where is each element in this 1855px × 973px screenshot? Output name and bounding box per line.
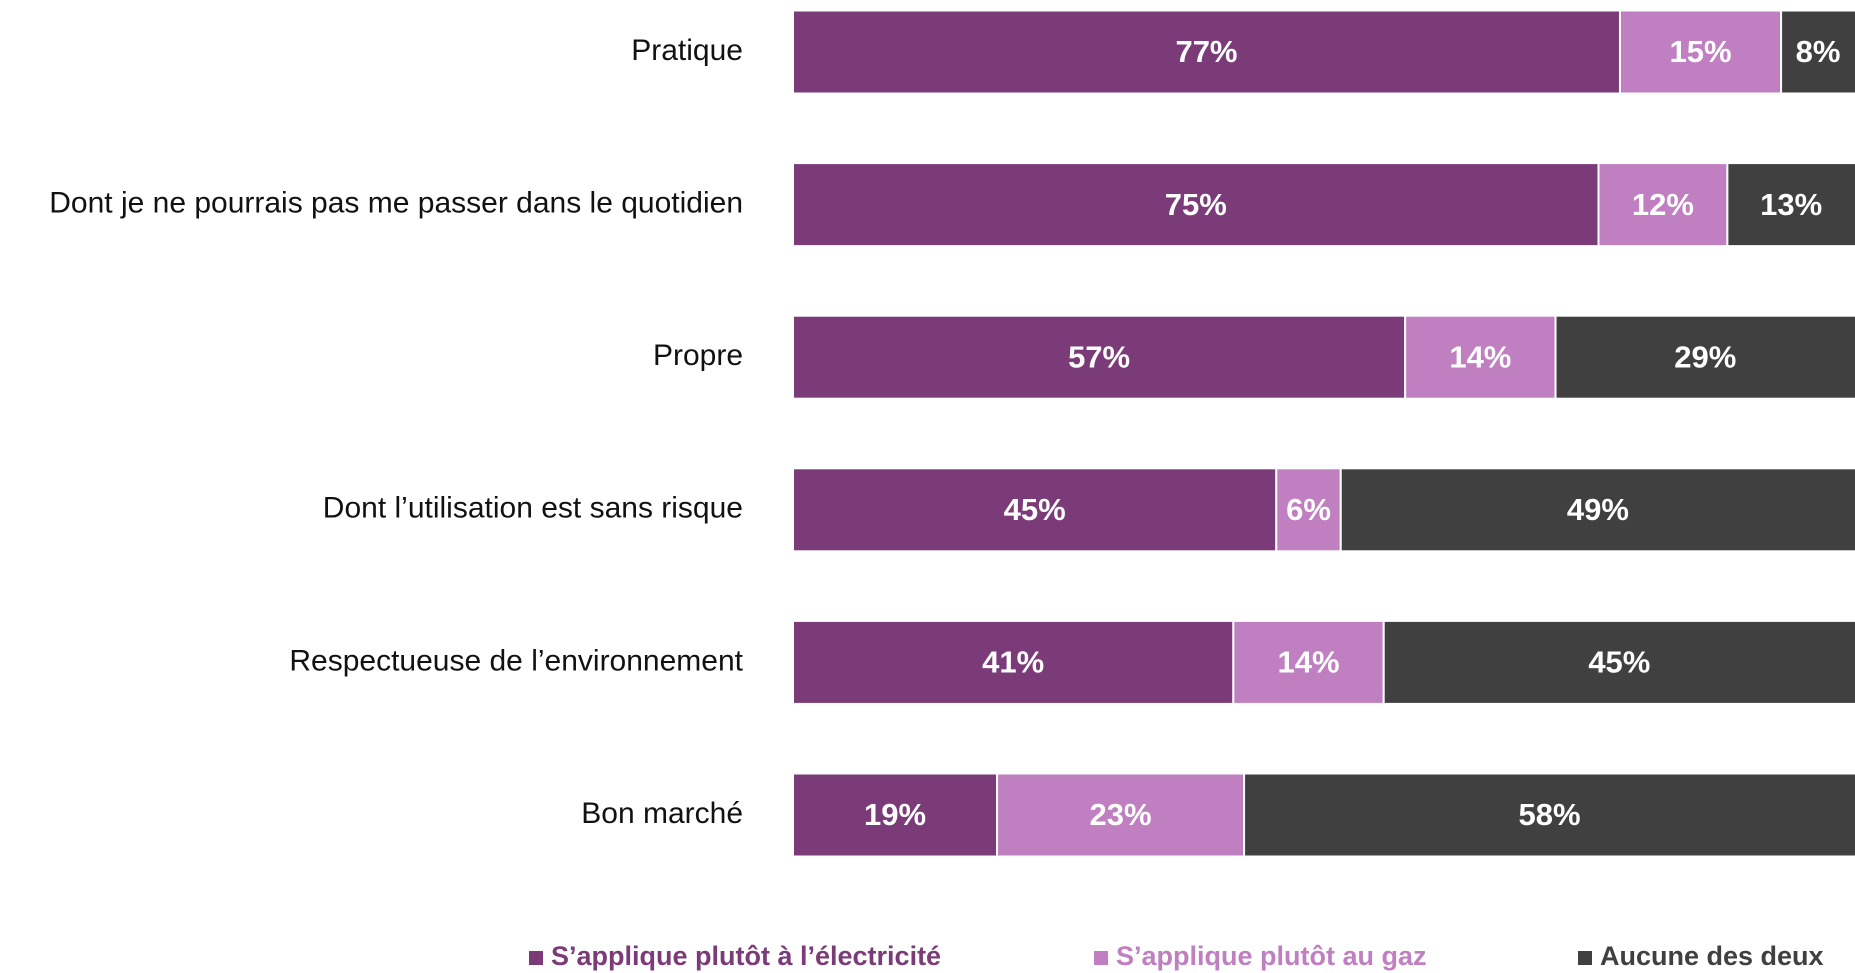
- category-label: Pratique: [631, 34, 743, 67]
- bar-segment: [1618, 9, 1783, 95]
- legend-swatch: [529, 951, 543, 965]
- value-label: 29%: [1674, 339, 1736, 374]
- legend-label: S’applique plutôt à l’électricité: [551, 941, 941, 971]
- bar-segment: [1382, 619, 1855, 705]
- value-label: 45%: [1588, 645, 1650, 680]
- value-label: 45%: [1004, 492, 1066, 527]
- bar-segment: [792, 162, 1600, 248]
- bar-segment: [1780, 9, 1855, 95]
- bar-segment: [792, 619, 1235, 705]
- bar-segment: [996, 772, 1246, 858]
- value-label: 41%: [982, 645, 1044, 680]
- bar-segment: [792, 467, 1278, 553]
- legend-label: S’applique plutôt au gaz: [1116, 941, 1427, 971]
- category-label: Bon marché: [581, 797, 743, 830]
- bar-segment: [1726, 162, 1855, 248]
- category-label: Dont je ne pourrais pas me passer dans l…: [49, 187, 743, 220]
- value-label: 12%: [1632, 187, 1694, 222]
- bar-segment: [792, 772, 999, 858]
- bar-segment: [1597, 162, 1729, 248]
- value-label: 58%: [1519, 797, 1581, 832]
- value-label: 57%: [1068, 339, 1130, 374]
- bar-segment: [1243, 772, 1855, 858]
- bar-segment: [1232, 619, 1385, 705]
- bar-segment: [792, 9, 1621, 95]
- value-label: 19%: [864, 797, 926, 832]
- value-label: 13%: [1760, 187, 1822, 222]
- category-label: Respectueuse de l’environnement: [289, 644, 743, 677]
- bar-segment: [1554, 314, 1855, 400]
- legend-swatch: [1578, 951, 1592, 965]
- value-label: 23%: [1090, 797, 1152, 832]
- category-label: Propre: [653, 339, 743, 372]
- value-label: 77%: [1175, 34, 1237, 69]
- value-label: 14%: [1277, 645, 1339, 680]
- bar-segment: [1404, 314, 1557, 400]
- category-label: Dont l’utilisation est sans risque: [323, 492, 743, 525]
- value-label: 6%: [1286, 492, 1331, 527]
- value-label: 8%: [1796, 34, 1841, 69]
- value-label: 14%: [1449, 339, 1511, 374]
- value-label: 75%: [1165, 187, 1227, 222]
- bar-segment: [1339, 467, 1855, 553]
- legend-label: Aucune des deux: [1600, 941, 1824, 971]
- legend-swatch: [1094, 951, 1108, 965]
- value-label: 49%: [1567, 492, 1629, 527]
- value-label: 15%: [1670, 34, 1732, 69]
